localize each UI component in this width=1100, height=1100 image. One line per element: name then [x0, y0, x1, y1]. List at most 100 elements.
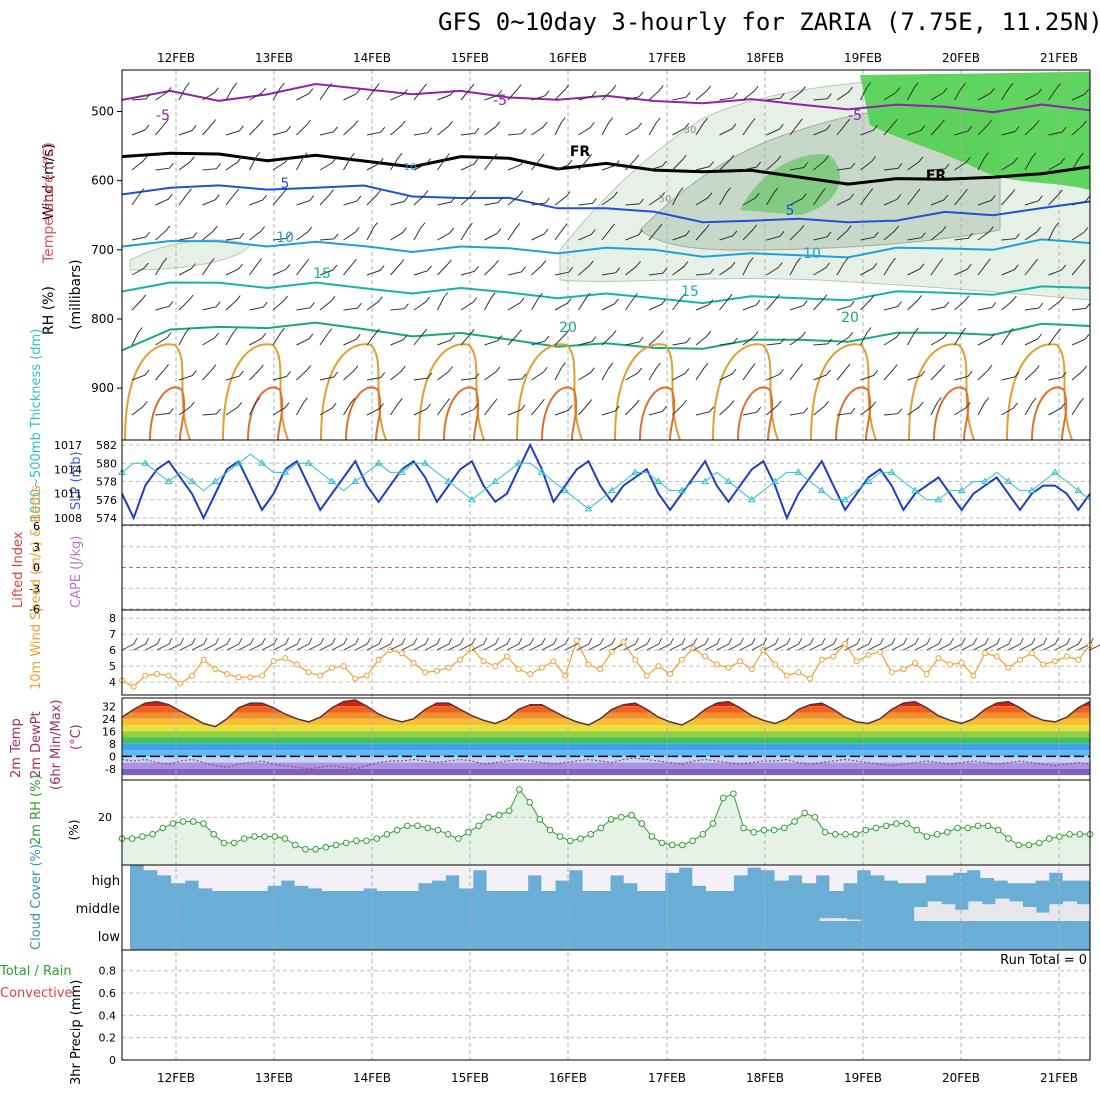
slp-label: SLP (mb): [69, 451, 84, 510]
wind-barb: [836, 118, 851, 136]
wind-speed-point: [923, 671, 930, 677]
wind-barb: [554, 159, 573, 171]
wind-barb-10m: [483, 637, 499, 651]
cloud-level-label: high: [92, 874, 120, 889]
wind-barb: [202, 225, 218, 241]
wind-barb-10m: [903, 637, 919, 651]
wind-barb-10m: [529, 637, 546, 651]
rh2m-point: [913, 826, 921, 834]
wind-barb: [883, 257, 896, 276]
wind-barb: [719, 230, 738, 241]
thickness-marker: [864, 477, 873, 484]
wind-speed-point: [1017, 656, 1023, 663]
wind-barb: [977, 119, 993, 136]
wind-speed-point: [154, 671, 160, 677]
wind-barb: [366, 126, 386, 136]
wind-barb: [319, 264, 338, 276]
warm-layer-contour: [222, 343, 289, 440]
rh2m-point: [424, 824, 432, 832]
precip-conv-label: Convective: [0, 986, 73, 1001]
rh2m-point: [679, 841, 686, 849]
rh2m-point: [404, 822, 411, 830]
wind-barb: [836, 162, 856, 171]
rh2m-point: [302, 846, 309, 853]
wind-barb: [155, 86, 172, 101]
wind-speed-point: [515, 666, 522, 673]
cloud-high-gap: [308, 865, 323, 889]
wind-barb: [813, 400, 829, 416]
ua-ytick-label: 800: [91, 312, 114, 326]
thickness-marker: [724, 477, 733, 484]
li-tick-label: -6: [29, 603, 40, 616]
wind-barb: [1048, 126, 1067, 136]
temp-band: [122, 762, 1090, 769]
wind-barb: [554, 362, 566, 381]
thickness-marker: [1004, 477, 1013, 484]
wind-barb: [343, 120, 359, 136]
wind-barb: [296, 333, 314, 346]
wind-speed-point: [317, 672, 324, 679]
thickness-marker: [141, 459, 150, 466]
wind-barb: [907, 370, 926, 381]
wind-speed-point: [480, 658, 487, 665]
wind-barb-10m: [763, 637, 779, 651]
wind-barb: [1096, 266, 1100, 275]
ua-shading: [129, 71, 1090, 301]
wind-barb-10m: [203, 637, 220, 651]
wind-barb: [766, 400, 782, 416]
thickness-marker: [421, 459, 430, 466]
rh2m-point: [251, 833, 258, 840]
wind-speed-point: [713, 661, 720, 668]
wind-barb: [343, 258, 357, 276]
wind-barb: [390, 89, 408, 101]
wind-barb: [954, 370, 973, 381]
thickness-marker: [654, 477, 663, 484]
cloud-high-gap: [418, 865, 433, 884]
date-label-bottom: 16FEB: [549, 1071, 587, 1085]
thickness-marker: [234, 459, 243, 466]
wind-speed-point: [247, 674, 254, 681]
wind-barb: [460, 297, 478, 311]
temp-band: [122, 750, 1090, 757]
wind-barb: [907, 295, 923, 311]
wind-barb: [742, 224, 758, 241]
wind-barb: [954, 402, 971, 416]
wind-barb: [531, 398, 545, 416]
wind-barb-10m: [506, 637, 523, 651]
wind-speed-point: [562, 672, 569, 679]
wind-barb-10m: [938, 637, 954, 651]
wind-barb: [648, 330, 664, 346]
wind-speed-point: [492, 663, 499, 670]
wind-barb: [131, 369, 150, 381]
wind-speed-point: [165, 672, 172, 679]
wind-speed-point: [235, 674, 242, 681]
wind-barb: [343, 302, 362, 311]
temp-band: [122, 743, 1090, 751]
cloud-high-gap: [555, 865, 570, 881]
wind-barb-10m: [238, 637, 255, 651]
wind-barb: [719, 155, 735, 171]
thickness-marker: [841, 495, 849, 503]
wind-barb: [1096, 373, 1100, 380]
wind-barb: [1096, 329, 1100, 345]
cloud-high-gap: [733, 865, 748, 876]
rh2m-point: [1035, 839, 1043, 847]
wind-speed-point: [538, 664, 545, 671]
wind-barb: [883, 163, 903, 171]
wind-barb-10m: [448, 637, 465, 651]
panel-frame-pr: [121, 949, 1091, 1061]
cloud-high-gap: [568, 865, 584, 871]
wind-barb: [1096, 223, 1100, 240]
cloud-high-gap: [1007, 865, 1022, 884]
rh2m-point: [281, 835, 289, 842]
wind-barb: [531, 121, 548, 136]
wind-barb: [131, 294, 147, 311]
wind-barb: [531, 335, 550, 346]
wind-barb: [155, 225, 171, 241]
wind-barb: [319, 328, 333, 346]
wind-barb: [413, 190, 429, 206]
thickness-marker: [1027, 486, 1036, 494]
contour-label: 30: [684, 125, 697, 136]
wind-speed-point: [527, 671, 534, 677]
wind-speed-point: [632, 656, 639, 663]
